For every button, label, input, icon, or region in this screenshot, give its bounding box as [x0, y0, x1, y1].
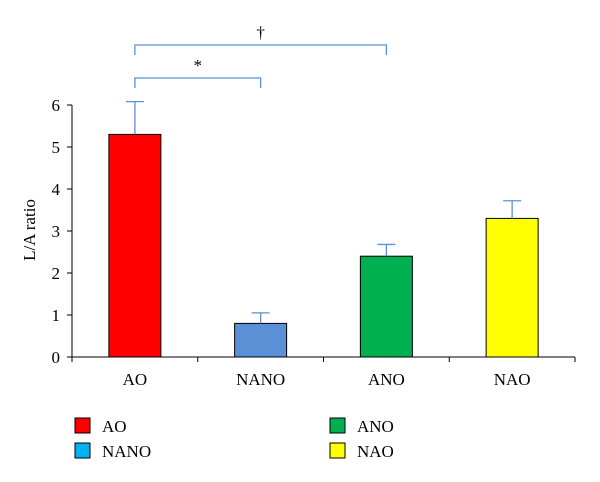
- bar-nao: [485, 217, 539, 358]
- significance-symbol: *: [194, 56, 203, 75]
- y-tick-label: 5: [52, 138, 61, 157]
- legend: AO NANO ANO NAO: [74, 417, 394, 461]
- error-bar-ano: [377, 243, 396, 257]
- legend-item-nano: NANO: [74, 442, 151, 461]
- x-tick-label: NAO: [494, 370, 531, 389]
- significance-bracket: †: [134, 23, 388, 55]
- legend-swatch: [74, 417, 91, 434]
- legend-swatch: [329, 417, 346, 434]
- x-tick-label: NANO: [236, 370, 285, 389]
- legend-label: AO: [102, 417, 127, 436]
- bar-nano: [234, 322, 288, 358]
- error-bar-nano: [251, 312, 270, 324]
- legend-item-ao: AO: [74, 417, 127, 436]
- error-bar-nao: [503, 200, 522, 219]
- legend-swatch: [329, 442, 346, 459]
- error-bar-ao: [125, 100, 144, 135]
- y-axis: 0 1 2 3 4 5 6: [52, 96, 73, 367]
- bar-ao: [108, 133, 162, 358]
- legend-item-ano: ANO: [329, 417, 394, 436]
- y-tick-label: 0: [52, 348, 61, 367]
- x-axis: AO NANO ANO NAO: [71, 356, 576, 389]
- y-axis-label: L/A ratio: [20, 199, 39, 261]
- x-tick-label: AO: [123, 370, 148, 389]
- legend-swatch: [74, 442, 91, 459]
- y-tick-label: 4: [52, 180, 61, 199]
- significance-symbol: †: [256, 23, 265, 42]
- error-bars: [125, 100, 522, 324]
- x-tick-label: ANO: [368, 370, 405, 389]
- y-tick-label: 1: [52, 306, 61, 325]
- y-tick-label: 6: [52, 96, 61, 115]
- bar-ano: [359, 255, 413, 358]
- bars: [108, 133, 539, 358]
- y-tick-label: 2: [52, 264, 61, 283]
- legend-label: ANO: [357, 417, 394, 436]
- legend-item-nao: NAO: [329, 442, 394, 461]
- significance-brackets: *†: [134, 23, 388, 88]
- legend-label: NANO: [102, 442, 151, 461]
- legend-label: NAO: [357, 442, 394, 461]
- y-tick-label: 3: [52, 222, 61, 241]
- significance-bracket: *: [134, 56, 262, 88]
